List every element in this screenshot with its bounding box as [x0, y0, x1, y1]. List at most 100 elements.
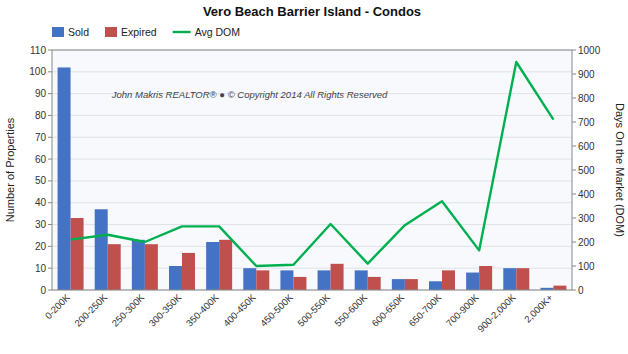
tick-label: 0 [578, 285, 584, 296]
grid-line [52, 71, 572, 72]
tick-mark [48, 93, 52, 94]
tick-label: 70 [35, 132, 47, 143]
tick-label: 900 [578, 69, 595, 80]
tick-mark [572, 194, 576, 195]
tick-label: 550-600K [332, 291, 369, 328]
axis-label: Number of Properties [4, 117, 16, 222]
tick-label: 300 [578, 213, 595, 224]
tick-label: 500-550K [295, 291, 332, 328]
tick-mark [48, 71, 52, 72]
grid-line [52, 268, 572, 269]
tick-label: 90 [35, 88, 47, 99]
bar [206, 242, 219, 290]
tick-label: 650-700K [407, 291, 444, 328]
tick-label: 1000 [578, 45, 601, 56]
tick-mark [48, 224, 52, 225]
tick-mark [572, 122, 576, 123]
tick-mark [572, 218, 576, 219]
tick-label: 80 [35, 110, 47, 121]
legend-swatch [52, 27, 64, 37]
tick-label: 20 [35, 241, 47, 252]
tick-label: 250-300K [109, 291, 146, 328]
tick-label: 450-500K [258, 291, 295, 328]
bar [442, 270, 455, 290]
tick-label: 400-450K [221, 291, 258, 328]
bar [169, 266, 182, 290]
tick-label: 350-400K [184, 291, 221, 328]
tick-label: 700 [578, 117, 595, 128]
tick-mark [48, 137, 52, 138]
title: Vero Beach Barrier Island - Condos [203, 4, 421, 19]
tick-mark [572, 242, 576, 243]
bar [71, 218, 84, 290]
tick-mark [572, 266, 576, 267]
tick-label: 800 [578, 93, 595, 104]
legend-entry: Expired [121, 26, 157, 38]
bar [429, 281, 442, 290]
bar [503, 268, 516, 290]
bar [368, 277, 381, 290]
bar [243, 268, 256, 290]
tick-label: 300-350K [147, 291, 184, 328]
bar [516, 268, 529, 290]
tick-label: 110 [30, 45, 46, 56]
tick-label: 0 [40, 285, 46, 296]
bar [405, 279, 418, 290]
tick-label: 0-200K [43, 291, 73, 321]
tick-label: 10 [35, 263, 47, 274]
tick-mark [572, 74, 576, 75]
tick-label: 600-650K [369, 291, 406, 328]
grid-line [52, 202, 572, 203]
tick-mark [48, 159, 52, 160]
tick-label: 30 [35, 219, 47, 230]
tick-mark [48, 290, 52, 291]
bar [280, 270, 293, 290]
bar [466, 273, 479, 290]
bar [132, 240, 145, 290]
annotation: John Makris REALTOR® ● © Copyright 2014 … [111, 89, 388, 100]
tick-label: 600 [578, 141, 595, 152]
tick-label: 60 [35, 154, 47, 165]
tick-mark [48, 246, 52, 247]
tick-label: 200-250K [72, 291, 109, 328]
bar [553, 286, 566, 290]
tick-label: 100 [578, 261, 595, 272]
tick-mark [48, 268, 52, 269]
tick-label: 2,000K+ [522, 291, 555, 324]
legend-swatch [173, 31, 191, 33]
axis-label: Days On the Market (DOM) [614, 103, 626, 237]
grid-line [52, 224, 572, 225]
bar [479, 266, 492, 290]
legend-swatch [105, 27, 117, 37]
tick-mark [572, 50, 576, 51]
bar [256, 270, 269, 290]
tick-label: 400 [578, 189, 595, 200]
bar [318, 270, 331, 290]
bar [145, 244, 158, 290]
grid-line [52, 159, 572, 160]
bar [58, 67, 71, 290]
line [71, 62, 554, 266]
tick-label: 40 [35, 197, 47, 208]
marks [58, 62, 567, 290]
bar [355, 270, 368, 290]
legend-entry: Avg DOM [195, 26, 240, 38]
bar [331, 264, 344, 290]
bar [219, 240, 232, 290]
tick-mark [48, 202, 52, 203]
tick-label: 700-900K [444, 291, 481, 328]
bar [95, 209, 108, 290]
bar [293, 277, 306, 290]
tick-label: 200 [578, 237, 595, 248]
grid-line [52, 137, 572, 138]
tick-label: 50 [35, 175, 47, 186]
tick-label: 100 [29, 66, 46, 77]
tick-mark [48, 115, 52, 116]
bar [108, 244, 121, 290]
tick-mark [572, 98, 576, 99]
plot-background [52, 50, 572, 290]
bar [392, 279, 405, 290]
tick-mark [572, 290, 576, 291]
bar [182, 253, 195, 290]
legend-entry: Sold [68, 26, 89, 38]
